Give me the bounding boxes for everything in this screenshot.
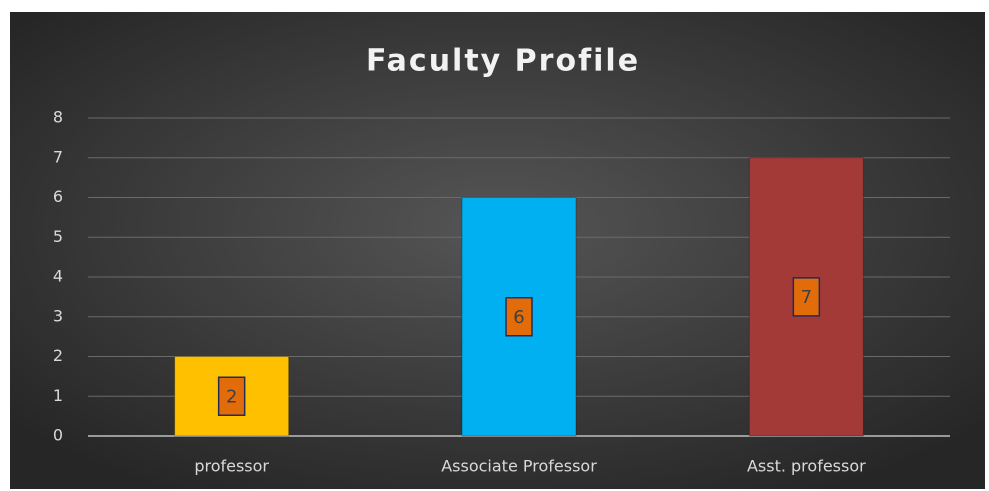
data-label: 2 — [226, 386, 237, 407]
data-label: 7 — [801, 287, 812, 308]
chart-title: Faculty Profile — [366, 44, 640, 79]
data-label-box — [792, 277, 821, 317]
y-tick-label: 7 — [53, 147, 63, 166]
y-tick-label: 2 — [53, 346, 63, 365]
y-tick-label: 8 — [53, 108, 63, 127]
data-label: 6 — [513, 307, 524, 328]
y-tick-label: 0 — [53, 426, 63, 445]
y-tick-label: 6 — [53, 187, 63, 206]
x-tick-label: Asst. professor — [747, 457, 866, 476]
y-tick-label: 5 — [53, 227, 63, 246]
x-tick-label: Associate Professor — [441, 457, 597, 476]
y-tick-label: 1 — [53, 386, 63, 405]
data-label-box — [217, 376, 246, 416]
x-tick-label: professor — [194, 457, 269, 476]
data-label-box — [505, 297, 533, 337]
y-tick-label: 4 — [53, 267, 63, 286]
y-tick-label: 3 — [53, 306, 63, 325]
